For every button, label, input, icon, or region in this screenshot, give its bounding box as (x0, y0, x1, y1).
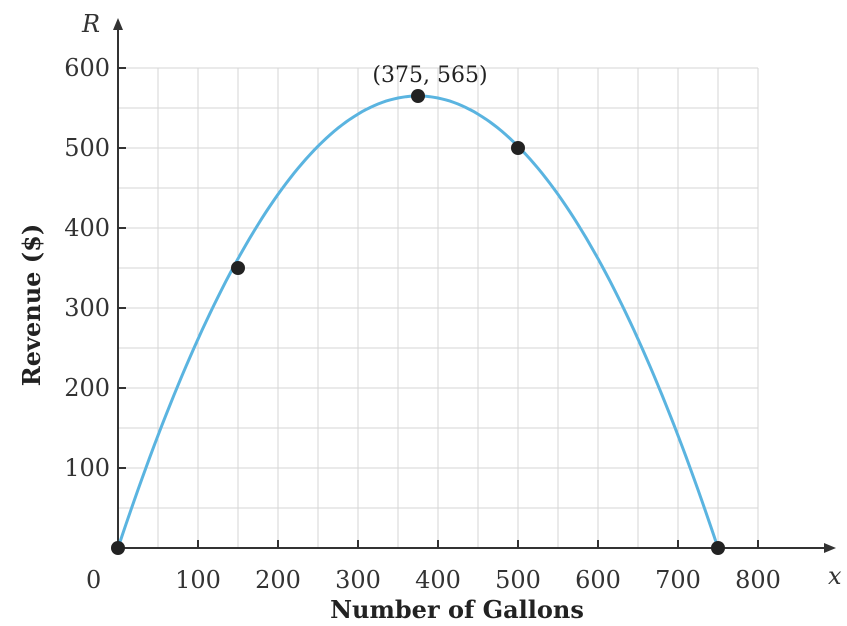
data-point (511, 141, 525, 155)
x-tick-label: 800 (735, 566, 781, 594)
origin-label: 0 (86, 566, 101, 594)
y-axis-title: Revenue ($) (17, 224, 46, 386)
y-axis-arrow (113, 18, 123, 30)
data-point (231, 261, 245, 275)
x-axis-title: Number of Gallons (330, 595, 584, 624)
y-axis-variable: R (81, 10, 100, 38)
y-tick-label: 500 (64, 134, 110, 162)
labels: R x 0 Number of Gallons Revenue ($) (17, 10, 842, 624)
vertex-annotation: (375, 565) (372, 63, 487, 88)
x-axis-arrow (824, 543, 836, 553)
data-points (111, 89, 725, 555)
x-tick-label: 500 (495, 566, 541, 594)
x-tick-label: 300 (335, 566, 381, 594)
x-tick-label: 400 (415, 566, 461, 594)
x-axis-variable: x (828, 562, 842, 590)
x-tick-label: 600 (575, 566, 621, 594)
data-point (111, 541, 125, 555)
annotations: (375, 565) (372, 63, 487, 88)
x-tick-label: 100 (175, 566, 221, 594)
x-tick-label: 200 (255, 566, 301, 594)
y-tick-label: 400 (64, 214, 110, 242)
x-tick-label: 700 (655, 566, 701, 594)
axes (113, 18, 836, 553)
y-tick-label: 600 (64, 54, 110, 82)
grid (118, 67, 759, 548)
data-point (411, 89, 425, 103)
y-tick-label: 300 (64, 294, 110, 322)
y-tick-label: 100 (64, 454, 110, 482)
data-point (711, 541, 725, 555)
ticks: 100 200 300 400 500 600 700 800 100 200 300 400 500 6… (64, 54, 781, 594)
y-tick-label: 200 (64, 374, 110, 402)
revenue-curve (116, 94, 720, 549)
